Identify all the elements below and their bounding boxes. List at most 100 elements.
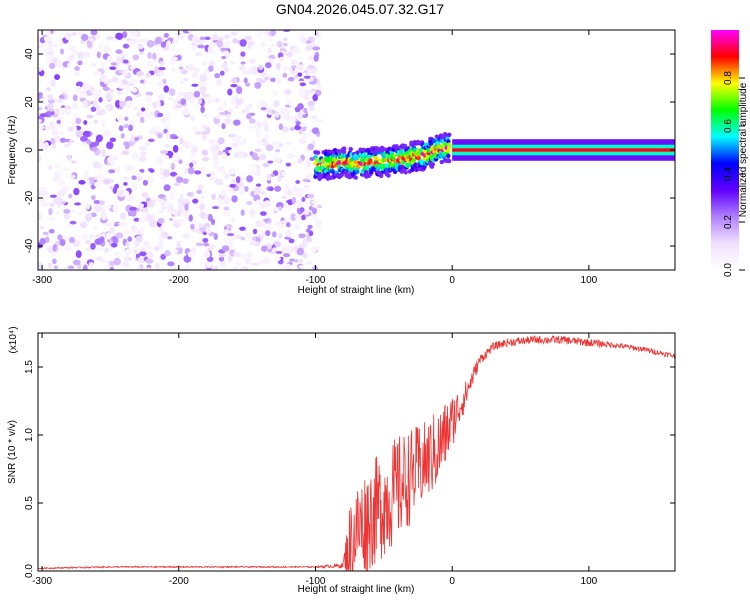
spectrogram-cell: [202, 214, 209, 220]
spectrogram-cell: [289, 154, 297, 158]
spectrogram-cell: [248, 164, 254, 168]
spectrogram-cell: [188, 214, 193, 222]
spectrogram-cell: [221, 55, 226, 60]
spectrogram-cell: [222, 99, 227, 108]
spectrogram-cell: [172, 144, 179, 153]
spectrogram-cell: [307, 89, 316, 95]
spectrogram-cell: [316, 204, 323, 209]
spectrogram-cell: [182, 209, 187, 216]
spectrogram-cell: [296, 201, 304, 209]
spectrogram-cell: [235, 261, 242, 266]
spectrogram-cell: [157, 112, 164, 118]
spectrogram-cell: [200, 167, 206, 173]
spectrogram-cell: [261, 245, 268, 252]
spectrogram-cell: [290, 213, 297, 221]
spectrogram-cell: [273, 221, 281, 226]
spectrogram-cell: [98, 41, 103, 50]
spectrogram-cell: [202, 156, 210, 162]
spectrogram-cell: [106, 55, 113, 63]
x-tick-label: -300: [32, 275, 52, 286]
x-tick-label: 0: [449, 576, 455, 587]
spectrogram-cell: [232, 38, 238, 44]
spectrogram-cell: [90, 30, 98, 36]
spectrogram-cell: [57, 234, 63, 241]
spectrogram-cell: [206, 173, 211, 177]
spectrogram-cell: [229, 61, 236, 65]
spectrogram-cell: [129, 65, 136, 70]
spectrogram-cell: [416, 156, 422, 161]
spectrogram-cell: [266, 222, 272, 230]
spectrogram-cell: [124, 116, 129, 122]
spectrogram-cell: [237, 150, 245, 159]
spectrogram-cell: [164, 155, 170, 160]
spectrogram-cell: [251, 262, 259, 266]
spectrogram-cell: [303, 107, 308, 113]
spectrogram-cell: [273, 90, 278, 96]
spectrogram-cell: [145, 91, 154, 96]
spectrogram-cell: [146, 200, 155, 208]
spectrogram-cell: [285, 245, 294, 254]
spectrogram-cell: [38, 154, 42, 162]
spectrogram-cell: [273, 206, 279, 211]
spectrogram-cell: [223, 67, 230, 72]
spectrogram-cell: [302, 132, 307, 139]
spectrogram-cell: [446, 132, 452, 137]
spectrogram-cell: [149, 168, 155, 173]
spectrogram-cell: [406, 162, 412, 168]
x-tick-label: 100: [581, 576, 598, 587]
spectrogram-cell: [310, 246, 317, 253]
spectrogram-cell: [256, 133, 262, 138]
spectrogram-cell: [297, 158, 303, 164]
spectrogram-cell: [122, 43, 130, 49]
spectrogram-cell: [66, 33, 74, 37]
spectrogram-cell: [157, 81, 165, 87]
spectrogram-cell: [299, 123, 307, 128]
spectrogram-cell: [56, 119, 61, 124]
spectrogram-cell: [288, 67, 293, 72]
spectrogram-cell: [446, 142, 452, 147]
spectrogram-cell: [60, 88, 68, 94]
spectrogram-cell: [217, 199, 222, 208]
spectrogram-cell: [298, 265, 305, 269]
spectrogram-cell: [39, 186, 47, 191]
spectrogram-cell: [303, 75, 312, 79]
x-tick-label: 100: [581, 275, 598, 286]
spectrogram-cell: [39, 226, 45, 230]
spectrogram-cell: [122, 59, 129, 64]
spectrogram-cell: [135, 171, 143, 176]
spectrogram-cell: [85, 203, 91, 210]
spectrogram-cell: [50, 194, 57, 198]
spectrogram-cell: [42, 231, 49, 236]
spectrogram-cell: [139, 226, 145, 235]
spectrogram-cell: [172, 153, 178, 161]
spectrogram-cell: [90, 195, 96, 201]
spectrogram-cell: [40, 201, 48, 208]
spectrogram-cell: [47, 94, 54, 101]
spectrogram-cell: [367, 154, 372, 159]
spectrogram-cell: [38, 67, 43, 72]
spectrogram-cell: [284, 184, 292, 190]
spectrogram-cell: [232, 142, 238, 148]
spectrogram-cell: [302, 240, 308, 248]
spectrogram-cell: [230, 178, 236, 185]
spectrogram-cell: [257, 121, 262, 128]
spectrogram-cell: [88, 262, 95, 267]
spectrogram-cell: [291, 196, 297, 204]
spectrogram-cell: [218, 253, 226, 258]
spectrogram-cell: [39, 237, 47, 245]
spectrogram-cell: [168, 88, 176, 96]
colorbar-label: Normalized spectral amplitude: [738, 82, 749, 217]
spectrogram-cell: [178, 91, 186, 96]
spectrogram-cell: [100, 212, 108, 221]
spectrogram-cell: [245, 251, 253, 258]
spectrogram-cell: [273, 158, 281, 164]
spectrogram-cell: [313, 161, 318, 166]
spectrogram-cell: [307, 64, 315, 70]
spectrogram-cell: [126, 197, 132, 202]
spectrogram-cell: [217, 137, 225, 145]
spectrogram-cell: [242, 68, 247, 76]
spectrogram-cell: [248, 125, 257, 129]
spectrogram-cell: [221, 152, 228, 159]
spectrogram-cell: [411, 158, 417, 163]
